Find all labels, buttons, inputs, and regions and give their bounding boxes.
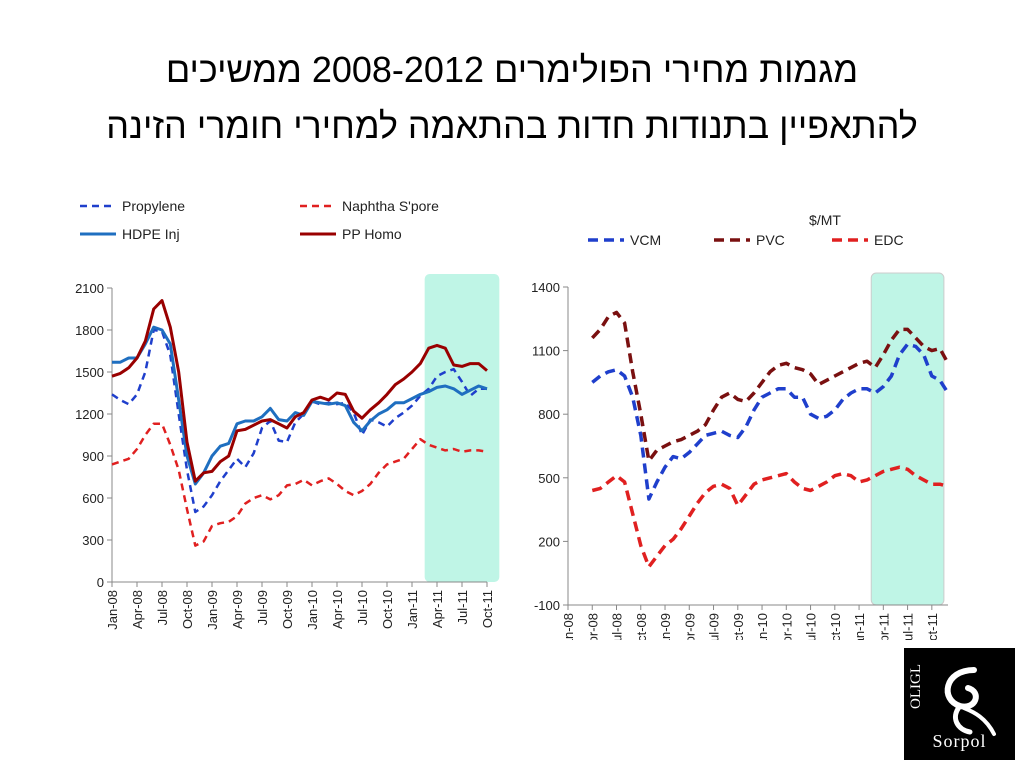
y-tick-label: 900 bbox=[82, 449, 104, 464]
y-tick-label: 800 bbox=[538, 407, 560, 422]
y-tick-label: 1100 bbox=[532, 344, 560, 359]
y-tick-label: 0 bbox=[97, 575, 104, 590]
legend-label-pp-homo: PP Homo bbox=[342, 226, 402, 242]
vcm-pvc-edc-chart: -100 200 500 800 1100 1400 Jan-08 Apr-08 Jul-08 O… bbox=[531, 212, 950, 640]
x-tick-label: Apr-10 bbox=[330, 590, 345, 629]
series-line-pp-homo bbox=[111, 299, 488, 483]
legend-label-naphtha-s-pore: Naphtha S'pore bbox=[342, 198, 439, 214]
y-tick-label: 600 bbox=[82, 491, 104, 506]
series-line-naphtha-s-pore bbox=[111, 422, 488, 547]
sorpol-logo: OLIGL Sorpol bbox=[904, 648, 1015, 760]
x-tick-label: Jan-11 bbox=[852, 613, 867, 640]
legend-label-propylene: Propylene bbox=[122, 198, 185, 214]
legend-label-hdpe-inj: HDPE Inj bbox=[122, 226, 180, 242]
x-tick-label: Oct-10 bbox=[380, 590, 395, 629]
x-tick-label: Apr-08 bbox=[130, 590, 145, 629]
x-tick-label: Jul-10 bbox=[355, 590, 370, 625]
x-tick-label: Oct-09 bbox=[280, 590, 295, 629]
y-tick-label: 2100 bbox=[75, 281, 104, 296]
x-tick-label: Apr-08 bbox=[585, 613, 600, 640]
polymer-price-chart: 0 300 600 900 1200 1500 1800 2100 Jan-08 Apr-08 Ju… bbox=[75, 198, 500, 630]
series-line-pvc bbox=[591, 310, 950, 463]
x-tick-label: Oct-09 bbox=[731, 613, 746, 640]
highlight-band bbox=[424, 274, 500, 582]
x-tick-label: Jul-11 bbox=[901, 613, 916, 640]
x-tick-label: Jul-09 bbox=[707, 613, 722, 640]
y-tick-label: 200 bbox=[538, 534, 560, 549]
sorpol-logo-mark bbox=[944, 667, 996, 736]
series-line-edc bbox=[591, 465, 949, 569]
page-title-line-2: להתאפיין בתנודות חדות בהתאמה למחירי חומר… bbox=[106, 105, 918, 146]
x-tick-label: Jul-08 bbox=[155, 590, 170, 625]
y-tick-label: 300 bbox=[82, 533, 104, 548]
x-tick-label: Jan-08 bbox=[105, 590, 120, 630]
x-tick-label: Jul-11 bbox=[455, 590, 470, 624]
x-tick-label: Jan-11 bbox=[405, 590, 420, 629]
y-tick-label: 1800 bbox=[75, 323, 104, 338]
page-title-line-1: מגמות מחירי הפולימרים 2008-2012 ממשיכים bbox=[165, 49, 859, 90]
legend-label-pvc: PVC bbox=[756, 232, 785, 248]
highlight-band bbox=[870, 272, 945, 606]
logo-side-text: OLIGL bbox=[908, 664, 924, 709]
x-tick-label: Apr-10 bbox=[779, 613, 794, 640]
x-tick-label: Jan-09 bbox=[658, 613, 673, 640]
x-tick-label: Apr-11 bbox=[876, 613, 891, 640]
x-tick-label: Jul-09 bbox=[255, 590, 270, 625]
legend-label-vcm: VCM bbox=[630, 232, 661, 248]
y-tick-label: 1500 bbox=[75, 365, 104, 380]
x-tick-label: Apr-09 bbox=[230, 590, 245, 629]
x-tick-label: Jan-10 bbox=[755, 613, 770, 640]
x-tick-label: Oct-11 bbox=[925, 613, 940, 640]
x-tick-label: Jul-10 bbox=[804, 613, 819, 640]
x-tick-label: Jan-10 bbox=[305, 590, 320, 630]
x-tick-label: Oct-10 bbox=[828, 613, 843, 640]
y-tick-label: 1400 bbox=[531, 280, 560, 295]
x-tick-label: Jan-09 bbox=[205, 590, 220, 630]
y-tick-label: -100 bbox=[534, 598, 560, 613]
x-tick-label: Oct-11 bbox=[480, 590, 495, 628]
y-tick-label: 1200 bbox=[75, 407, 104, 422]
y-tick-label: 500 bbox=[538, 471, 560, 486]
series-line-vcm bbox=[591, 342, 950, 501]
logo-name: Sorpol bbox=[932, 731, 987, 751]
x-tick-label: Jul-08 bbox=[610, 613, 625, 640]
legend-label-edc: EDC bbox=[874, 232, 904, 248]
chart-title: $/MT bbox=[809, 212, 841, 228]
x-tick-label: Jan-08 bbox=[561, 613, 576, 640]
x-tick-label: Apr-09 bbox=[682, 613, 697, 640]
x-tick-label: Oct-08 bbox=[180, 590, 195, 629]
x-tick-label: Apr-11 bbox=[430, 590, 445, 628]
x-tick-label: Oct-08 bbox=[634, 613, 649, 640]
